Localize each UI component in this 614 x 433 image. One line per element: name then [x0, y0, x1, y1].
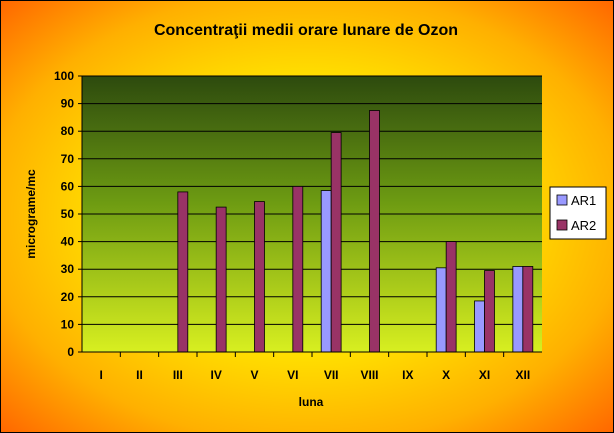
bar-ar1-xi [474, 300, 485, 353]
bar-ar2-x [445, 241, 457, 353]
legend: AR1 AR2 [549, 186, 607, 240]
y-tick-label: 60 [61, 179, 75, 193]
bar-ar1-x [435, 267, 447, 353]
y-axis-ticks: 0 10 20 30 40 50 60 70 80 90 100 [54, 69, 82, 359]
x-tick-label: IV [210, 368, 221, 382]
x-tick-label: VI [287, 368, 298, 382]
y-tick-label: 0 [67, 345, 74, 359]
bar-ar2-iii [177, 191, 189, 353]
x-tick-label: VIII [360, 368, 378, 382]
y-tick-label: 70 [61, 152, 75, 166]
x-tick-label: XI [479, 368, 490, 382]
bar-ar2-xii [522, 266, 534, 353]
y-tick-label: 100 [54, 69, 74, 83]
bar-ar1-xii [512, 266, 524, 353]
x-axis-ticks: I II III IV V VI VII VIII IX X XI XII [99, 352, 530, 382]
y-tick-label: 10 [61, 317, 75, 331]
y-tick-label: 20 [61, 290, 75, 304]
bar-ar2-viii [369, 110, 380, 353]
bar-ar2-iv [215, 206, 227, 353]
legend-swatch-ar1 [556, 194, 568, 206]
y-tick-label: 50 [61, 207, 75, 221]
bar-ar2-xi [484, 270, 495, 353]
x-tick-label: IX [402, 368, 413, 382]
legend-label-ar1: AR1 [571, 193, 596, 208]
x-tick-label: III [173, 368, 183, 382]
chart-title: Concentraţii medii orare lunare de Ozon [154, 22, 458, 39]
y-tick-label: 30 [61, 262, 75, 276]
bar-ar1-vii [320, 190, 332, 353]
x-tick-label: VII [324, 368, 339, 382]
x-tick-label: V [250, 368, 258, 382]
x-tick-label: X [442, 368, 450, 382]
legend-label-ar2: AR2 [571, 218, 596, 233]
bar-ar2-vii [330, 132, 342, 353]
bar-ar2-vi [292, 185, 304, 353]
x-axis-label: luna [299, 395, 324, 409]
y-tick-label: 40 [61, 235, 75, 249]
y-tick-label: 80 [61, 124, 75, 138]
y-tick-label: 90 [61, 97, 75, 111]
bar-ar2-v [254, 201, 265, 353]
x-tick-label: II [136, 368, 143, 382]
legend-swatch-ar2 [556, 219, 568, 231]
grid-lines [82, 75, 542, 325]
y-axis-label: micrograme/mc [24, 169, 38, 259]
bars [177, 110, 534, 353]
x-tick-label: XII [515, 368, 530, 382]
x-tick-label: I [99, 368, 102, 382]
